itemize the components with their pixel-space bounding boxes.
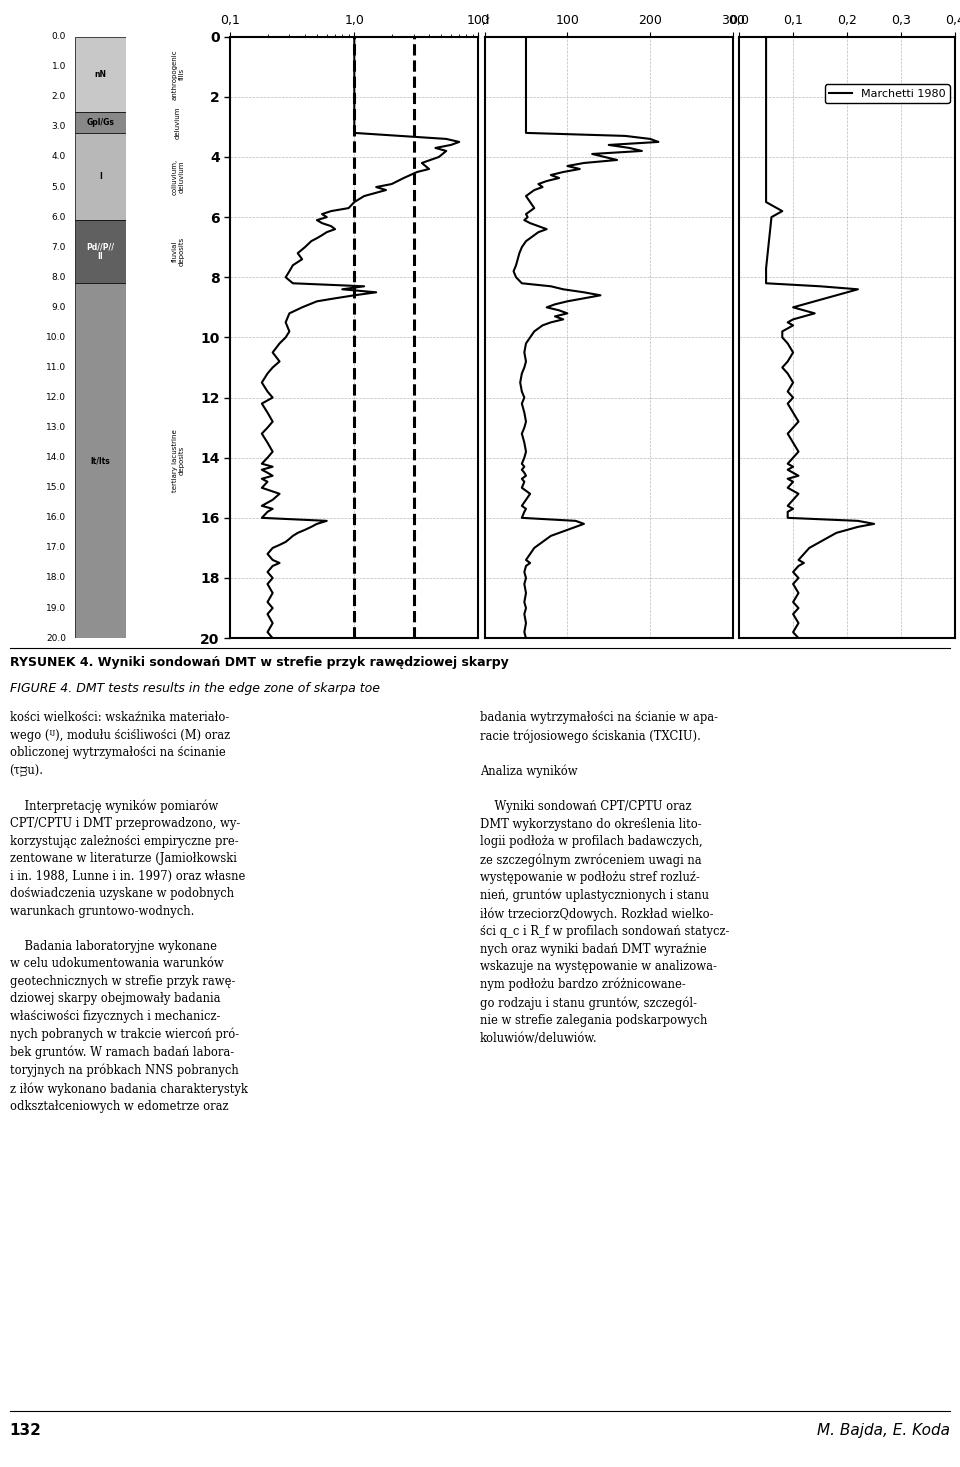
Text: 15.0: 15.0 [46,483,66,493]
Bar [75,283,126,638]
Text: tertiary lacustrine
deposits: tertiary lacustrine deposits [172,430,184,491]
Text: fluvial
deposits: fluvial deposits [172,238,184,267]
Text: 19.0: 19.0 [46,603,66,613]
Bar [75,37,126,111]
Bar [75,133,126,220]
Text: lt/lts: lt/lts [91,456,110,465]
Text: 0.0: 0.0 [52,32,66,41]
Text: Gpl/Gs: Gpl/Gs [86,117,114,126]
Text: 18.0: 18.0 [46,574,66,582]
Text: deluvium: deluvium [175,106,181,139]
Text: colluvium,
deluvium: colluvium, deluvium [172,158,184,195]
Text: 7.0: 7.0 [52,242,66,252]
Text: 8.0: 8.0 [52,273,66,282]
Text: FIGURE 4. DMT tests results in the edge zone of skarpa toe: FIGURE 4. DMT tests results in the edge … [10,682,379,695]
Text: M. Bajda, E. Koda: M. Bajda, E. Koda [817,1423,950,1438]
Text: 2.0: 2.0 [52,92,66,101]
Text: anthropogenic
fills: anthropogenic fills [172,48,184,100]
Text: 20.0: 20.0 [46,634,66,643]
Text: RYSUNEK 4. Wyniki sondowań DMT w strefie przyk rawędziowej skarpy: RYSUNEK 4. Wyniki sondowań DMT w strefie… [10,656,509,669]
Text: badania wytrzymałości na ścianie w apa-
racie trójosiowego ściskania (TXCIU).

A: badania wytrzymałości na ścianie w apa- … [480,711,730,1045]
Text: 12.0: 12.0 [46,393,66,402]
Text: 5.0: 5.0 [52,182,66,192]
Text: 4.0: 4.0 [52,153,66,161]
Bar [75,220,126,283]
Text: 6.0: 6.0 [52,213,66,222]
Text: 9.0: 9.0 [52,302,66,312]
Text: 132: 132 [10,1423,41,1438]
Text: 14.0: 14.0 [46,453,66,462]
Text: 16.0: 16.0 [46,513,66,522]
Text: 1.0: 1.0 [52,62,66,72]
Text: I: I [99,172,102,180]
Text: 11.0: 11.0 [46,362,66,373]
Legend: Marchetti 1980: Marchetti 1980 [825,84,949,103]
Text: Pd//P//
II: Pd//P// II [86,242,114,261]
Text: kości wielkości: wskaźnika materiało-
wego (ᴵᴶ), modułu ściśliwości (M) oraz
obl: kości wielkości: wskaźnika materiało- we… [10,711,248,1113]
Text: 3.0: 3.0 [52,122,66,132]
Text: nN: nN [95,70,107,79]
Text: 17.0: 17.0 [46,543,66,553]
Bar [75,111,126,133]
Text: 10.0: 10.0 [46,333,66,342]
Text: 13.0: 13.0 [46,422,66,433]
